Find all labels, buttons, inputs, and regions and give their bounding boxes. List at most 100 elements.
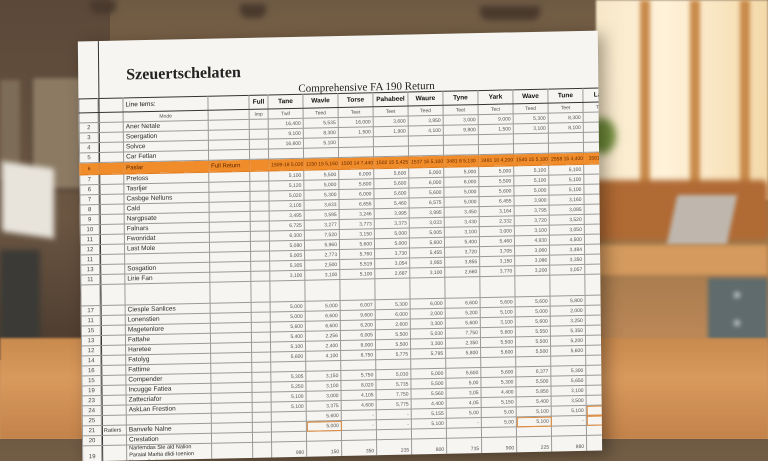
value-cell: 3481 8 5,130: [443, 154, 479, 168]
column-header: Pahabeel: [372, 92, 409, 107]
row-number: 20: [82, 435, 102, 446]
full-subheader: Imp: [249, 108, 269, 120]
row-number-header: [78, 98, 99, 113]
full-cell: [251, 341, 271, 353]
empty-cell: [479, 275, 516, 298]
full-cell: [249, 190, 270, 202]
empty-cell: [250, 280, 271, 303]
full-cell: [252, 441, 272, 461]
section-cell: [99, 244, 125, 255]
background-drawer-cabinet: [708, 278, 768, 342]
section-cell: [98, 152, 124, 163]
value-cell: 5,300: [585, 324, 603, 336]
subtype-cell: Full Return: [208, 159, 250, 173]
value-cell: 900: [481, 436, 517, 460]
full-cell: [249, 128, 269, 140]
full-cell: [250, 260, 270, 272]
value-cell: 1,00: [584, 223, 603, 235]
full-cell: [252, 421, 272, 433]
section-cell: [98, 132, 124, 143]
row-number: 19: [81, 385, 102, 396]
value-cell: 5,320: [585, 374, 603, 386]
value-cell: 3,05: [584, 253, 603, 265]
section-cell: [100, 335, 126, 346]
value-cell: 3,75: [584, 243, 603, 255]
row-number: 3: [79, 132, 99, 143]
drawer-knob: [734, 320, 740, 326]
value-cell: 2558 15 4,400: [548, 152, 584, 166]
background-desk: [592, 245, 768, 275]
ceiling-lamp: [90, 0, 116, 14]
value-cell: 3,65: [584, 263, 603, 275]
document-title: Szeuertschelaten: [126, 64, 241, 84]
full-cell: [251, 351, 271, 363]
section-cell: [99, 214, 125, 225]
value-cell: 5,100: [585, 334, 603, 346]
column-header: Tyne: [442, 90, 479, 106]
value-cell: 2,050: [585, 304, 603, 316]
full-cell: [249, 180, 269, 192]
section-cell: [101, 395, 127, 406]
background-window: [596, 0, 768, 200]
value-cell: 980: [271, 441, 307, 461]
row-number: 7: [79, 194, 100, 205]
full-cell: [251, 321, 271, 333]
section-cell: [100, 365, 126, 376]
background-picture-frame: [0, 80, 20, 180]
full-cell: [249, 138, 269, 150]
full-cell: [251, 361, 271, 373]
value-cell: 770: [586, 434, 603, 458]
section-cell: [100, 375, 126, 386]
row-number: 6: [79, 184, 99, 195]
section-cell: [99, 204, 125, 215]
value-cell: 1537 16 5,100: [408, 155, 444, 169]
row-number: 13: [81, 335, 101, 346]
section-cell: [98, 122, 124, 133]
full-cell: [252, 391, 272, 403]
value-cell: 5,200: [585, 314, 603, 326]
empty-cell: [209, 281, 252, 304]
value-cell: 1540 15 5,100: [513, 153, 549, 166]
empty-cell: [409, 277, 446, 300]
full-cell: [249, 158, 269, 172]
value-cell: 3,720: [585, 344, 603, 356]
row-number: 10: [80, 224, 100, 235]
full-cell: [250, 240, 270, 252]
row-number: 6: [79, 162, 99, 175]
section-cell: [98, 184, 124, 195]
value-cell: 350: [341, 439, 377, 461]
section-cell: [100, 355, 126, 366]
empty-cell: [304, 279, 341, 302]
section-cell: [99, 254, 125, 265]
value-cell: 235: [376, 439, 412, 461]
row-number: 15: [81, 325, 101, 336]
full-cell: [251, 371, 271, 383]
section-cell: [100, 305, 126, 316]
value-cell: 1,65: [584, 203, 603, 215]
row-number: 24: [82, 405, 102, 416]
full-cell: [252, 431, 272, 443]
background-laptop: [666, 195, 738, 245]
value-cell: [586, 456, 603, 461]
row-number: 19: [82, 445, 102, 461]
column-header: Torse: [337, 92, 374, 108]
row-number: 8: [80, 204, 100, 215]
full-cell: [251, 311, 271, 323]
full-cell: [249, 170, 269, 182]
value-cell: [551, 457, 587, 461]
value-cell: 5,600: [585, 294, 603, 306]
section-cell: [101, 415, 127, 426]
empty-cell: [99, 284, 126, 306]
value-cell: 1500 14 7,440: [338, 156, 374, 170]
section-cell: Ratlers: [101, 425, 127, 436]
full-cell: [250, 250, 270, 262]
row-number: 11: [80, 234, 100, 245]
column-header: Wavle: [302, 93, 339, 109]
empty-cell: [80, 284, 101, 306]
row-number: 11: [80, 254, 100, 265]
column-header: Tune: [547, 88, 584, 104]
section-cell: [100, 385, 127, 396]
row-number: 11: [81, 315, 101, 326]
subtype-cell: [211, 442, 253, 461]
empty-cell: [584, 273, 603, 296]
